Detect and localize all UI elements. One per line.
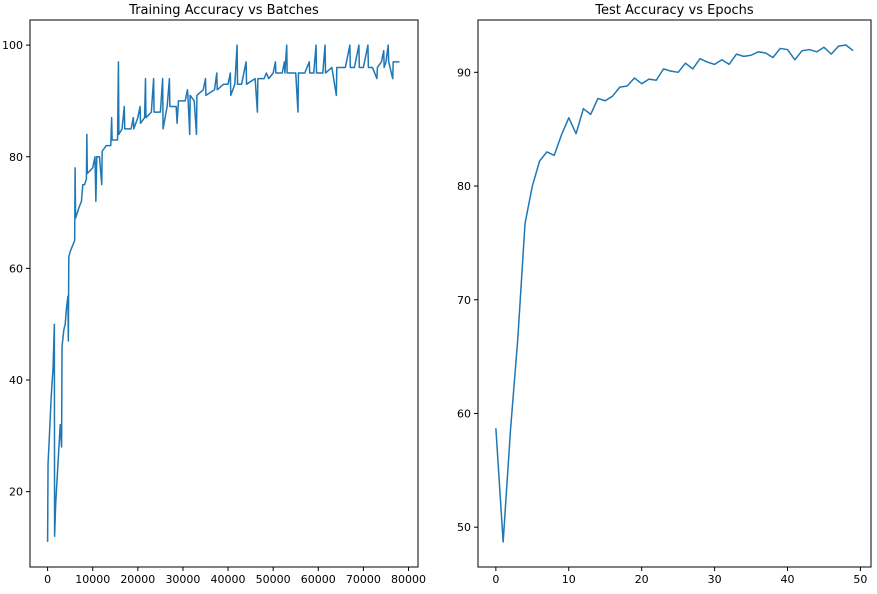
axes-frame	[477, 19, 872, 568]
x-tick-label: 30	[708, 573, 722, 586]
x-tick-label: 70000	[346, 573, 381, 586]
y-tick-label: 90	[457, 66, 471, 79]
x-tick-label: 40000	[211, 573, 246, 586]
data-line	[495, 44, 854, 543]
y-tick-label: 20	[9, 486, 23, 499]
y-tick-label: 50	[457, 521, 471, 534]
x-tick-label: 0	[492, 573, 499, 586]
y-tick-label: 80	[9, 151, 23, 164]
x-tick-label: 50	[853, 573, 867, 586]
y-tick-label: 70	[457, 294, 471, 307]
y-tick-label: 40	[9, 374, 23, 387]
y-tick-label: 60	[457, 407, 471, 420]
chart-title: Training Accuracy vs Batches	[128, 3, 319, 18]
x-tick-label: 10	[562, 573, 576, 586]
y-tick-label: 100	[2, 39, 23, 52]
y-tick-label: 80	[457, 180, 471, 193]
y-tick-label: 60	[9, 262, 23, 275]
x-tick-label: 80000	[391, 573, 426, 586]
x-tick-label: 30000	[165, 573, 200, 586]
x-tick-label: 20	[635, 573, 649, 586]
x-tick-label: 10000	[75, 573, 110, 586]
x-tick-label: 20000	[120, 573, 155, 586]
chart-title: Test Accuracy vs Epochs	[594, 3, 754, 18]
x-tick-label: 50000	[256, 573, 291, 586]
x-tick-label: 0	[44, 573, 51, 586]
x-tick-label: 60000	[301, 573, 336, 586]
data-line	[46, 44, 400, 542]
x-tick-label: 40	[781, 573, 795, 586]
axes-frame	[29, 19, 419, 568]
